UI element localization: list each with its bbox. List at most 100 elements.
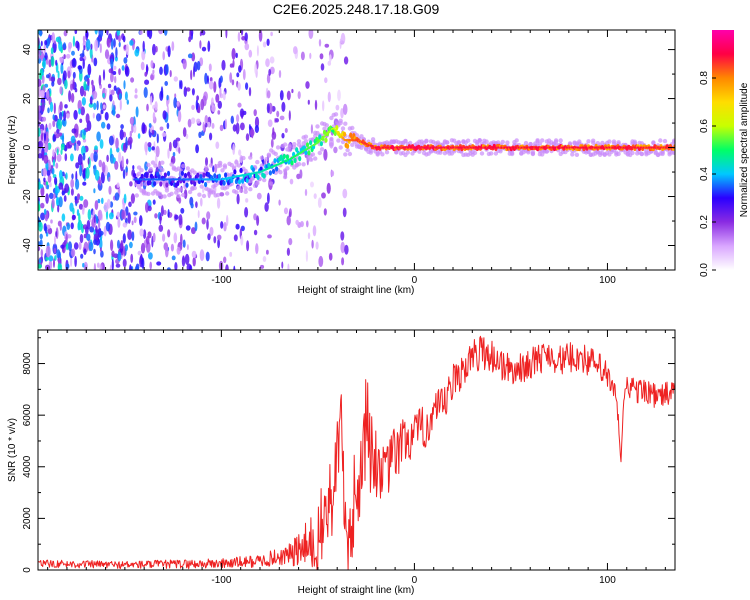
spectrogram-noise-cell (75, 162, 80, 169)
spectrogram-noise-cell (307, 99, 310, 105)
spectrogram-noise-cell (61, 213, 66, 222)
colorbar-tick-label: 0.2 (699, 215, 710, 229)
spectrogram-noise-cell (201, 217, 206, 225)
spectrogram-noise-cell (85, 113, 90, 124)
spectrogram-cells (38, 30, 675, 270)
spectrogram-noise-cell (182, 58, 187, 70)
spectrogram-noise-cell (82, 262, 85, 268)
spectrogram-noise-cell (185, 225, 191, 231)
spectrogram-noise-cell (83, 129, 87, 136)
spectrogram-noise-cell (232, 143, 236, 155)
spectrogram-noise-cell (183, 189, 188, 200)
spectrogram-noise-cell (38, 140, 43, 149)
spectrogram-noise-cell (104, 88, 108, 94)
spectrogram-noise-cell (133, 211, 138, 216)
spectrogram-halo-cell (343, 121, 348, 126)
spectrogram-noise-cell (64, 153, 68, 162)
spectrogram-noise-cell (191, 227, 196, 235)
spectrogram-noise-cell (246, 240, 250, 252)
spectrogram-noise-cell (240, 225, 245, 232)
spectrogram-ridge-cell (305, 142, 310, 148)
spectrogram-noise-cell (158, 224, 164, 232)
spectrogram-noise-cell (46, 184, 50, 190)
spectrogram-noise-cell (114, 192, 120, 201)
spectrogram-noise-cell (190, 202, 194, 209)
spectrogram-noise-cell (200, 197, 203, 207)
spectrogram-noise-cell (324, 77, 328, 84)
spectrogram-ridge-cell (267, 162, 271, 168)
spectrogram-noise-cell (57, 77, 62, 86)
spectrogram-ridge-peak (321, 136, 325, 140)
spectrogram-noise-cell (74, 30, 78, 35)
spectrogram-noise-cell (166, 94, 169, 101)
spectrogram-noise-cell (48, 255, 54, 262)
spectrogram-noise-cell (286, 90, 291, 101)
spectrogram-halo-cell (509, 150, 515, 155)
spectrogram-noise-cell (115, 47, 118, 59)
spectrogram-noise-cell (172, 152, 176, 157)
spectrogram-noise-cell (98, 30, 104, 38)
spectrogram-noise-cell (44, 40, 48, 46)
spectrogram-halo-cell (558, 138, 563, 143)
spectrogram-noise-cell (239, 108, 245, 118)
spectrogram-noise-cell (178, 214, 183, 226)
spectrogram-noise-cell (244, 207, 249, 218)
colorbar-label: Normalized spectral amplitude (739, 82, 750, 217)
spectrogram-noise-cell (289, 178, 294, 185)
spectrogram-halo-cell (218, 160, 223, 166)
spectrogram-ridge-cell (309, 140, 313, 146)
spectrogram-noise-cell (96, 100, 99, 111)
spectrogram-noise-cell (275, 118, 279, 123)
spectrogram-noise-cell (194, 221, 198, 232)
spectrogram-noise-cell (40, 212, 46, 221)
spectrogram-noise-cell (299, 169, 303, 179)
spectrogram-noise-cell (52, 114, 55, 121)
spectrogram-noise-cell (70, 153, 74, 162)
spectrogram-noise-cell (270, 31, 273, 37)
spectrogram-noise-cell (319, 53, 324, 60)
spectrogram-noise-cell (38, 112, 42, 121)
spectrogram-noise-cell (152, 199, 156, 205)
spectrogram-noise-cell (165, 245, 169, 258)
spectrogram-noise-cell (83, 80, 87, 91)
spectrogram-halo-cell (662, 138, 668, 144)
spectrogram-noise-cell (47, 107, 50, 114)
spectrogram-noise-cell (306, 220, 309, 228)
spectrogram-noise-cell (100, 102, 103, 110)
spectrogram-noise-cell (237, 102, 242, 108)
spectrogram-halo-cell (241, 155, 246, 161)
snr-series-line (38, 335, 675, 570)
spectrogram-noise-cell (133, 124, 137, 134)
spectrogram-noise-cell (114, 56, 118, 62)
spectrogram-noise-cell (122, 233, 126, 244)
spectrogram-noise-cell (167, 209, 170, 218)
spectrogram-noise-cell (133, 216, 137, 224)
spectrogram-ridge-cell (293, 157, 297, 164)
spectrogram-noise-cell (72, 35, 75, 47)
spectrogram-halo-cell (500, 139, 505, 145)
spectrogram-noise-cell (206, 219, 209, 230)
spectrogram-noise-cell (67, 241, 72, 252)
spectrogram-x-tick-label: 0 (412, 275, 418, 286)
spectrogram-halo-cell (301, 162, 306, 167)
spectrogram-noise-cell (238, 149, 242, 156)
spectrogram-noise-cell (205, 157, 208, 167)
spectrogram-noise-cell (248, 124, 251, 130)
spectrogram-halo-cell (465, 138, 471, 143)
spectrogram-halo-cell (287, 144, 292, 150)
spectrogram-noise-cell (75, 178, 80, 190)
spectrogram-noise-cell (47, 175, 52, 183)
spectrogram-noise-cell (53, 193, 56, 200)
spectrogram-ridge-peak (332, 127, 335, 130)
spectrogram-ridge-cell (233, 169, 237, 175)
spectrogram-noise-cell (83, 233, 87, 239)
spectrogram-noise-cell (288, 208, 292, 218)
spectrogram-noise-cell (83, 199, 89, 208)
spectrogram-noise-cell (208, 80, 214, 90)
spectrogram-noise-cell (58, 40, 63, 52)
spectrogram-ridge-cell (217, 173, 221, 179)
spectrogram-noise-cell (65, 113, 71, 119)
spectrogram-noise-cell (45, 245, 51, 258)
spectrogram-noise-cell (129, 241, 133, 249)
spectrogram-noise-cell (281, 132, 285, 139)
